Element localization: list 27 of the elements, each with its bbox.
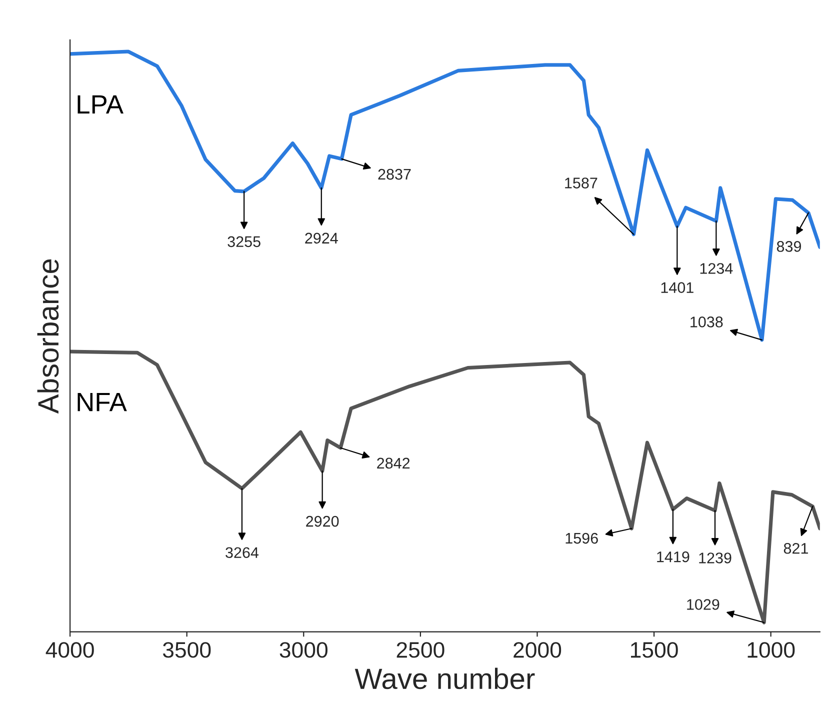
- series-label: NFA: [78, 392, 127, 412]
- x-tick-label: 1000: [748, 642, 795, 658]
- x-tick-label: 3500: [162, 642, 211, 658]
- x-tick-label: 2000: [514, 642, 562, 658]
- series-label: LPA: [78, 95, 124, 114]
- annotation: 1587: [565, 178, 598, 188]
- annotation: 2842: [377, 458, 410, 469]
- annotation: 1029: [687, 599, 720, 610]
- annotation: 1234: [700, 263, 733, 274]
- annotation: 821: [784, 542, 808, 554]
- annotation: 1239: [699, 552, 732, 564]
- y-axis-title: Absorbance: [37, 259, 59, 414]
- x-tick-label: 4000: [46, 642, 94, 658]
- x-tick-label: 3000: [280, 642, 328, 658]
- annotation: 1401: [661, 282, 694, 293]
- annotation: 3255: [228, 236, 260, 248]
- annotation: 2837: [378, 168, 411, 180]
- annotation: 839: [776, 241, 802, 252]
- annotation: 1596: [566, 532, 598, 544]
- annotation: 1038: [690, 316, 723, 328]
- annotation: 2920: [306, 516, 339, 527]
- annotation: 2924: [305, 232, 338, 244]
- annotation: 3264: [226, 547, 259, 558]
- x-tick-label: 1500: [631, 642, 678, 658]
- annotation: 1419: [657, 551, 690, 562]
- x-axis-title: Wave number: [354, 668, 535, 690]
- x-tick-label: 2500: [396, 642, 444, 658]
